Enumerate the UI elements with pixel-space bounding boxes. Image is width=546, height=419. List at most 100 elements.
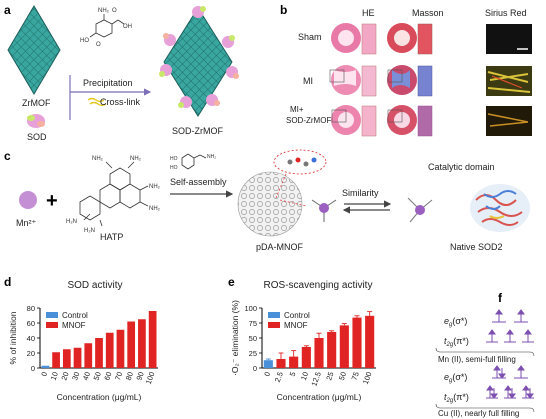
bar-mnof-1 — [52, 352, 60, 368]
molecule-oh-right: OH — [123, 24, 132, 30]
bar-mnof-6 — [105, 332, 114, 368]
hatp-amine-4: H₂N — [66, 219, 77, 225]
bar-mnof-2 — [62, 349, 71, 368]
x-tick-label: 10 — [49, 371, 60, 382]
attached-sod-icons — [159, 6, 239, 108]
x-tick-label: 20 — [59, 371, 70, 382]
y-tick-label: 0 — [253, 364, 257, 373]
mn-eg-label: eg(σ*) — [444, 316, 467, 328]
panel-b: b HE Masson Sirius Red Sham MI MI+ SOD-Z… — [280, 3, 532, 137]
col-header-masson: Masson — [412, 8, 444, 18]
y-tick-label: 100 — [244, 304, 257, 313]
histology-masson-treated — [387, 105, 433, 137]
hatp-label: HATP — [100, 232, 123, 242]
hatp-amine-6: NH₂ — [149, 206, 161, 212]
x-tick-label: 80 — [124, 371, 135, 382]
y-tick-label: 20 — [27, 349, 35, 358]
mn-caption: Mn (II), semi-full filling — [438, 355, 516, 364]
x-tick-label: 70 — [113, 371, 124, 382]
bar-mnof-5 — [95, 338, 103, 368]
bar-mnof-3 — [73, 347, 82, 368]
dopamine-molecule-icon — [181, 153, 207, 170]
bar-mnof-9 — [138, 319, 146, 368]
legend-swatch-mnof — [46, 322, 58, 328]
legend-label-mnof: MNOF — [284, 321, 308, 330]
sod-zrmof-label: SOD-ZrMOF — [172, 126, 223, 136]
crosslink-label: Cross-link — [100, 97, 141, 107]
x-tick-label: 50 — [337, 371, 348, 382]
bar-mnof-8 — [127, 321, 136, 368]
chart-d-xlabel: Concentration (μg/mL) — [57, 392, 142, 402]
panel-c: c Mn²⁺ + NH₂ NH₂ NH₂ H₂N H₂N NH₂ HATP — [4, 149, 530, 252]
row-label-sod-zrmof: SOD-ZrMOF — [286, 116, 331, 125]
bar-control-0 — [41, 365, 50, 368]
similarity-label: Similarity — [342, 188, 379, 198]
chart-d-title: SOD activity — [67, 280, 122, 291]
histology-he-sham — [331, 23, 377, 55]
x-tick-label: 60 — [102, 371, 113, 382]
legend-swatch-control — [268, 312, 280, 318]
bar-control-0 — [263, 360, 273, 368]
bar-mnof-2 — [289, 356, 299, 368]
pda-mnof-label: pDA-MNOF — [256, 242, 304, 252]
sod-protein-icon — [27, 114, 45, 128]
cu-t2g-label: t2g(π*) — [444, 392, 469, 404]
plus-sign: + — [46, 190, 58, 212]
bar-mnof-6 — [339, 325, 349, 368]
bar-mnof-4 — [84, 343, 93, 368]
chart-d-ylabel: % of inhibition — [8, 311, 18, 364]
dopamine-ho-1: HO — [170, 156, 178, 162]
mn-ion-icon — [19, 191, 37, 209]
panel-c-letter: c — [4, 149, 11, 163]
hatp-amine-3: NH₂ — [149, 184, 161, 190]
hatp-amine-1: NH₂ — [92, 156, 104, 162]
bar-mnof-4 — [314, 338, 324, 368]
row-label-sham: Sham — [298, 32, 322, 42]
cu-orbital-diagram: eg(σ*) t2g(π*) Cu (II), nearly full fill… — [435, 365, 535, 418]
x-tick-label: 75 — [350, 371, 361, 382]
crosslink-icon — [87, 97, 107, 107]
x-tick-label: 2.5 — [273, 371, 285, 384]
sod2-protein-icon — [470, 184, 530, 232]
panel-a: a ZrMOF SOD NH₂ O OH HO O Precipitation … — [4, 3, 239, 142]
mn-t2g-label: t2g(π*) — [444, 336, 469, 348]
zoom-molecule-icon — [287, 157, 317, 167]
crosslinker-molecule-icon — [89, 14, 125, 38]
molecule-o-bottom: O — [96, 42, 101, 48]
panel-f-letter: f — [498, 291, 503, 305]
molecule-nh2: NH₂ — [98, 8, 110, 14]
hatp-amine-5: H₂N — [84, 228, 95, 234]
native-sod2-label: Native SOD2 — [450, 242, 503, 252]
x-tick-label: 100 — [361, 371, 374, 386]
dopamine-ho-2: HO — [170, 165, 178, 171]
x-tick-label: 12.5 — [309, 371, 322, 388]
y-tick-label: 60 — [27, 319, 35, 328]
x-tick-label: 0 — [39, 371, 49, 378]
panel-f: f eg(σ*) t2g(π*) Mn (II), semi-full fill… — [435, 291, 535, 418]
y-tick-label: 80 — [27, 304, 35, 313]
catalytic-domain-label: Catalytic domain — [428, 162, 495, 172]
precipitation-label: Precipitation — [83, 78, 133, 88]
sod-label: SOD — [27, 132, 47, 142]
col-header-sirius-red: Sirius Red — [485, 8, 527, 18]
chart-e-title: ROS-scavenging activity — [264, 280, 373, 291]
x-tick-label: 90 — [134, 371, 145, 382]
x-tick-label: 100 — [144, 371, 157, 386]
panel-a-letter: a — [4, 3, 11, 17]
bar-mnof-7 — [116, 329, 125, 368]
x-tick-label: 25 — [324, 371, 335, 382]
chart-e-xlabel: Concentration (μg/mL) — [277, 392, 362, 402]
panel-e-letter: e — [228, 275, 235, 289]
hatp-structure-icon — [79, 161, 149, 227]
self-assembly-label: Self-assembly — [170, 177, 227, 187]
col-header-he: HE — [362, 8, 375, 18]
histology-sirius-treated — [486, 106, 532, 136]
histology-masson-sham — [387, 23, 433, 55]
row-label-mi-plus: MI+ — [290, 105, 304, 114]
legend-label-control: Control — [284, 311, 310, 320]
x-tick-label: 10 — [299, 371, 310, 382]
dopamine-nh2: NH₂ — [207, 154, 216, 160]
bar-mnof-7 — [352, 317, 362, 368]
